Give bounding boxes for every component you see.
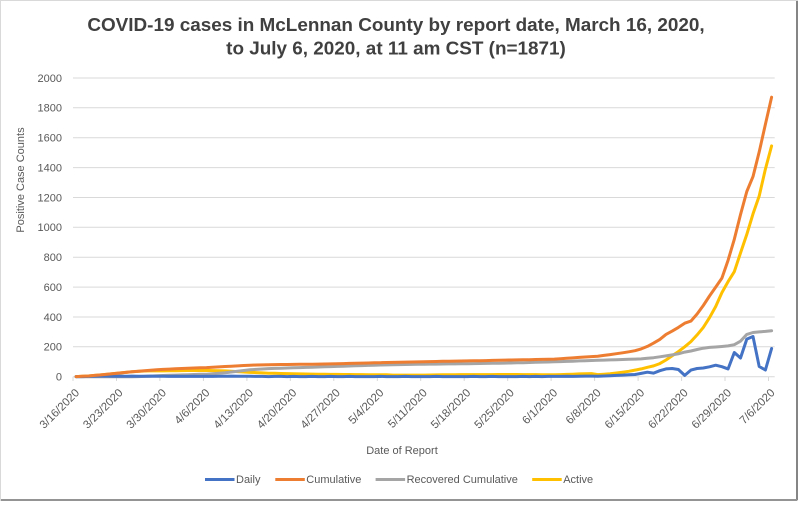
svg-text:COVID-19 cases in McLennan Cou: COVID-19 cases in McLennan County by rep… [87, 15, 704, 36]
svg-text:1800: 1800 [38, 103, 62, 115]
svg-text:Date of Report: Date of Report [366, 445, 438, 457]
svg-text:600: 600 [44, 282, 62, 294]
svg-text:Recovered Cumulative: Recovered Cumulative [407, 474, 518, 486]
svg-text:1400: 1400 [38, 162, 62, 174]
svg-text:Cumulative: Cumulative [306, 474, 361, 486]
svg-text:Daily: Daily [236, 474, 261, 486]
svg-text:400: 400 [44, 312, 62, 324]
svg-text:800: 800 [44, 252, 62, 264]
svg-text:0: 0 [56, 372, 62, 384]
svg-text:1200: 1200 [38, 192, 62, 204]
svg-text:1600: 1600 [38, 133, 62, 145]
svg-text:Active: Active [563, 474, 593, 486]
svg-text:200: 200 [44, 342, 62, 354]
svg-text:1000: 1000 [38, 222, 62, 234]
svg-text:Positive Case Counts: Positive Case Counts [15, 127, 27, 233]
svg-text:to July 6, 2020, at 11 am CST: to July 6, 2020, at 11 am CST (n=1871) [226, 39, 566, 60]
svg-text:2000: 2000 [38, 73, 62, 85]
